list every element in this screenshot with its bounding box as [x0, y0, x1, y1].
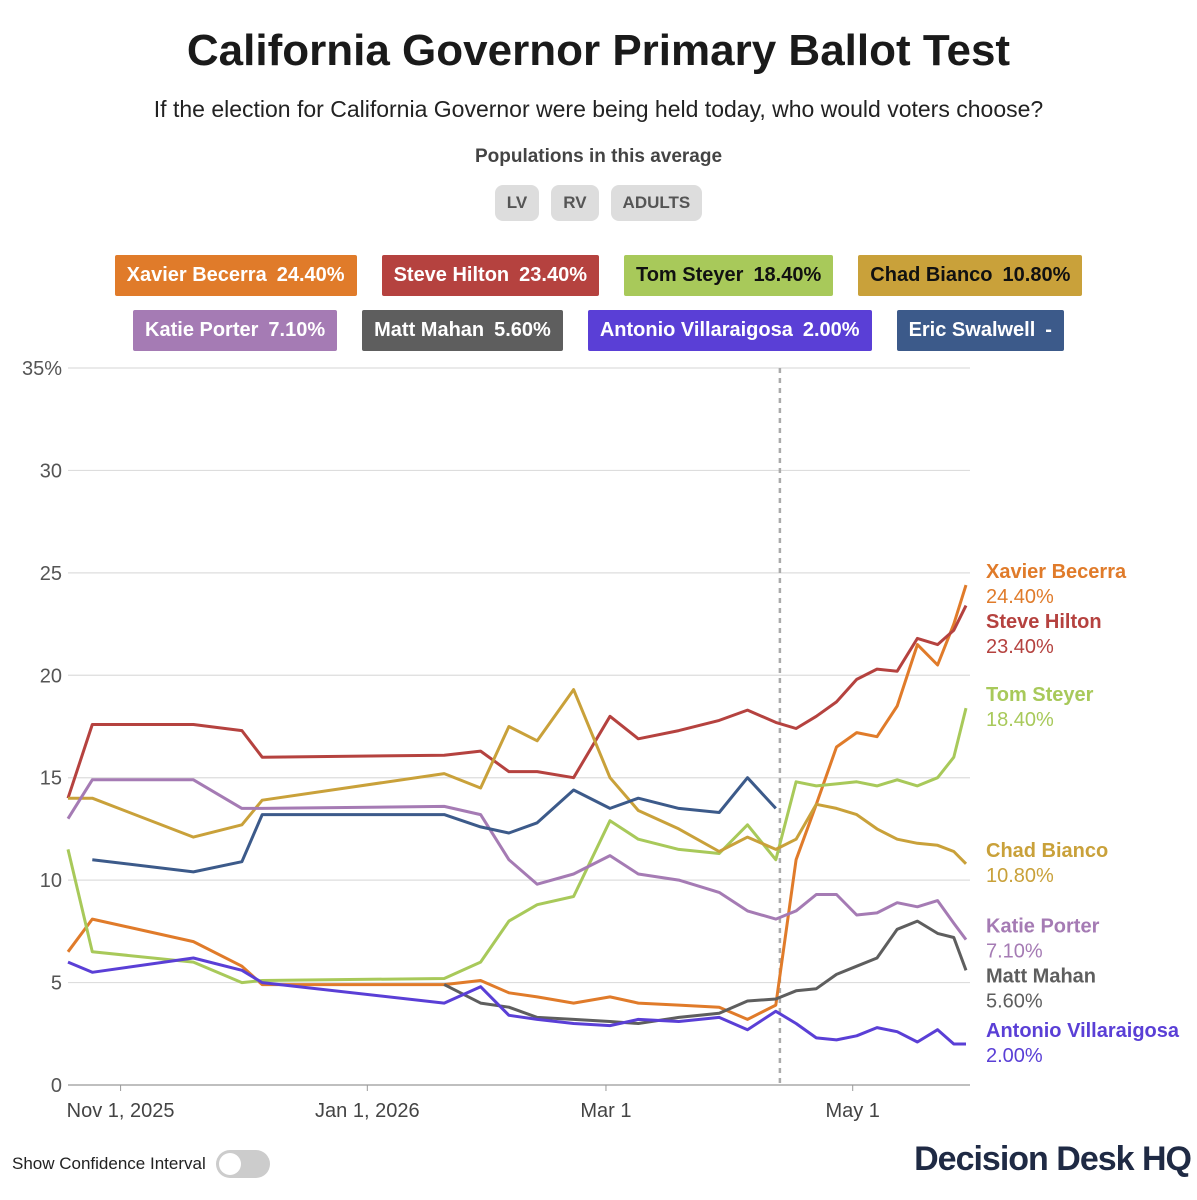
end-label-name: Chad Bianco: [986, 840, 1108, 862]
legend-value: 24.40%: [276, 264, 345, 286]
y-tick-label: 0: [51, 1075, 62, 1097]
legend-item[interactable]: Steve Hilton 23.40%: [381, 255, 599, 296]
legend-item[interactable]: Eric Swalwell -: [896, 310, 1064, 351]
y-tick-label: 15: [40, 768, 62, 790]
legend-value: 7.10%: [268, 319, 326, 341]
legend-item[interactable]: Antonio Villaraigosa 2.00%: [587, 310, 872, 351]
legend-name: Katie Porter: [145, 319, 259, 341]
legend-row: Xavier Becerra 24.40% Steve Hilton 23.40% To…: [0, 255, 1197, 296]
legend-name: Antonio Villaraigosa: [599, 319, 793, 341]
end-label-value: 24.40%: [986, 586, 1054, 608]
ci-toggle[interactable]: Show Confidence Interval: [12, 1150, 270, 1178]
series-line: [66, 604, 968, 799]
end-label-value: 18.40%: [986, 709, 1054, 731]
legend-value: 23.40%: [519, 264, 587, 286]
series-line: [66, 584, 968, 1021]
series-line: [67, 956, 966, 1046]
end-label-value: 23.40%: [986, 636, 1054, 658]
legend-item[interactable]: Tom Steyer 18.40%: [623, 255, 834, 296]
legend-name: Chad Bianco: [870, 264, 993, 286]
legend-item[interactable]: Katie Porter 7.10%: [133, 310, 338, 351]
legend-name: Steve Hilton: [393, 264, 510, 286]
legend-item[interactable]: Xavier Becerra 24.40%: [114, 255, 357, 296]
y-tick-label: 20: [40, 665, 62, 687]
x-tick-label: May 1: [825, 1100, 879, 1122]
legend-item[interactable]: Matt Mahan 5.60%: [362, 310, 563, 351]
legend-name: Tom Steyer: [635, 264, 744, 286]
x-tick-label: Mar 1: [580, 1100, 631, 1122]
populations-label: Populations in this average: [474, 146, 723, 167]
population-button[interactable]: RV: [551, 185, 599, 221]
end-label-value: 2.00%: [986, 1045, 1043, 1067]
end-label-name: Antonio Villaraigosa: [986, 1020, 1180, 1042]
legend-name: Xavier Becerra: [126, 264, 267, 286]
end-label-value: 7.10%: [986, 941, 1043, 963]
legend-value: -: [1045, 319, 1052, 341]
population-button[interactable]: LV: [494, 185, 540, 221]
legend-value: 18.40%: [753, 264, 822, 286]
end-label-name: Xavier Becerra: [986, 561, 1127, 583]
subtitle: If the election for California Governor …: [153, 96, 1044, 122]
legend-name: Eric Swalwell: [908, 319, 1036, 341]
end-label-name: Matt Mahan: [986, 966, 1096, 988]
end-label-value: 10.80%: [986, 865, 1054, 887]
y-tick-label: 30: [40, 460, 62, 482]
y-tick-label: 5: [51, 973, 62, 995]
y-tick-label: 35%: [22, 358, 62, 380]
legend-value: 10.80%: [1002, 264, 1071, 286]
y-tick-label: 10: [40, 870, 62, 892]
legend-value: 2.00%: [802, 319, 860, 341]
end-label-name: Steve Hilton: [986, 611, 1102, 633]
legend-name: Matt Mahan: [374, 319, 485, 341]
legend-row: Katie Porter 7.10% Matt Mahan 5.60% Antonio …: [0, 310, 1197, 351]
y-tick-label: 25: [40, 563, 62, 585]
title: California Governor Primary Ballot Test: [186, 26, 1011, 75]
population-button[interactable]: ADULTS: [610, 185, 703, 221]
x-tick-label: Jan 1, 2026: [315, 1100, 420, 1122]
series-line: [443, 919, 968, 1025]
x-tick-label: Nov 1, 2025: [67, 1100, 175, 1122]
series-line: [66, 778, 968, 941]
switch[interactable]: [215, 1150, 270, 1178]
brand: Decision Desk HQ: [914, 1140, 1192, 1178]
legend-item[interactable]: Chad Bianco 10.80%: [858, 255, 1083, 296]
legend-value: 5.60%: [494, 319, 551, 341]
series-line: [68, 688, 968, 865]
end-label-name: Tom Steyer: [986, 684, 1094, 706]
population-buttons: LV RV ADULTS: [0, 185, 1197, 221]
series-line: [66, 707, 968, 985]
end-label-name: Katie Porter: [986, 916, 1100, 938]
end-label-value: 5.60%: [986, 991, 1043, 1013]
series-line: [92, 776, 777, 874]
toggle-label: Show Confidence Interval: [12, 1154, 206, 1173]
